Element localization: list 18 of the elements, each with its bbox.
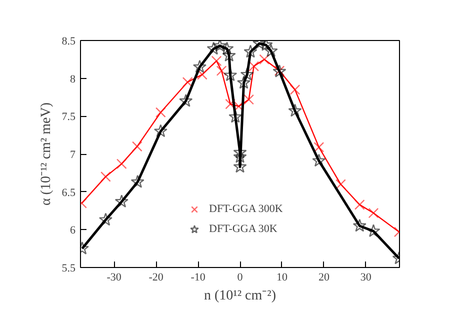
x-tick-label: -20 — [148, 272, 164, 284]
x-tick-label: -10 — [190, 272, 206, 284]
x-tick-label: 0 — [237, 272, 244, 284]
y-tick-label: 8.5 — [62, 36, 76, 48]
legend-label: DFT-GGA 300K — [209, 203, 283, 215]
x-tick-label: -30 — [106, 272, 122, 284]
legend-label: DFT-GGA 30K — [209, 223, 278, 235]
x-tick-label: 30 — [360, 272, 372, 284]
x-axis-title: n (10¹² cm⁻²) — [204, 288, 276, 304]
x-tick-label: 20 — [318, 272, 330, 284]
y-tick-label: 6 — [70, 224, 76, 237]
y-tick-label: 6.5 — [62, 186, 76, 199]
y-tick-label: 5.5 — [62, 262, 76, 274]
y-axis-title: α (10⁻¹² cm² meV) — [38, 102, 54, 206]
x-tick-label: 10 — [276, 272, 288, 284]
y-tick-label: 8 — [70, 73, 76, 86]
y-tick-label: 7.5 — [62, 111, 76, 124]
y-tick-label: 7 — [70, 149, 76, 161]
